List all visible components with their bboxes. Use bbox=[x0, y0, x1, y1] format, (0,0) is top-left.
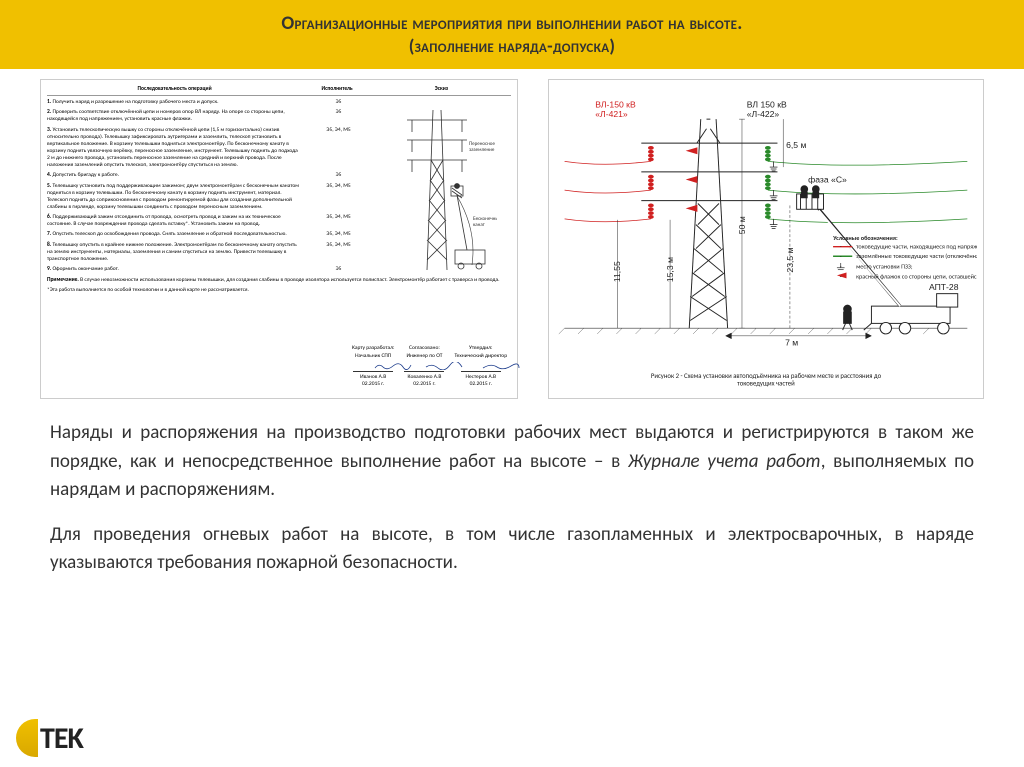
svg-text:-: - bbox=[840, 272, 842, 280]
lbl-d7: 7 м bbox=[785, 337, 798, 347]
svg-text:-: - bbox=[840, 263, 842, 271]
note-label: Примечание. bbox=[47, 277, 79, 283]
header-banner: Организационные мероприятия при выполнен… bbox=[0, 0, 1024, 69]
images-row: Последовательность операций Исполнитель … bbox=[0, 69, 1024, 399]
signature-block: Карту разработал: Начальник СПП Иванов А… bbox=[352, 345, 507, 388]
procedure-doc: Последовательность операций Исполнитель … bbox=[40, 79, 518, 399]
svg-text:-: - bbox=[840, 252, 842, 260]
header-title-1: Организационные мероприятия при выполнен… bbox=[20, 12, 1004, 35]
legend-1: токоведущие части, находящиеся под напря… bbox=[856, 243, 977, 251]
lbl-h65: 6,5 м bbox=[786, 140, 806, 150]
legend-title: Условные обозначения: bbox=[832, 234, 898, 242]
tower-sketch: Переносное заземление Бесконечный канат bbox=[377, 100, 497, 280]
svg-text:-: - bbox=[840, 243, 842, 251]
sig-col-3: Утвердил: Технический директор Нестеров … bbox=[454, 345, 507, 388]
lbl-h235: 23,5 м bbox=[785, 247, 795, 272]
logo-half-circle-icon bbox=[16, 719, 38, 757]
col-header-ops: Последовательность операций bbox=[47, 86, 302, 93]
sig-col-2: Согласовано: Инженер по ОТ Коваленко А.В… bbox=[404, 345, 444, 388]
doc-table-header: Последовательность операций Исполнитель … bbox=[47, 86, 511, 96]
svg-text:«Л-422»: «Л-422» bbox=[747, 109, 780, 119]
lbl-line-red: ВЛ-150 кВ bbox=[595, 100, 636, 110]
paragraph-2: Для проведения огневых работ на высоте, … bbox=[50, 521, 974, 578]
lbl-h1155: 11,55 bbox=[612, 261, 622, 282]
svg-text:заземление: заземление bbox=[469, 147, 495, 153]
col-header-sketch: Эскиз bbox=[372, 86, 511, 93]
clearance-diagram: ВЛ-150 кВ «Л-421» ВЛ 150 кВ «Л-422» фаза… bbox=[548, 79, 984, 399]
footer-logo: TEK bbox=[16, 719, 83, 757]
logo-brand: TEK bbox=[40, 720, 83, 757]
lbl-h153: 15,3 м bbox=[665, 257, 675, 282]
svg-text:токоведущих частей: токоведущих частей bbox=[737, 380, 795, 388]
paragraph-1: Наряды и распоряжения на производство по… bbox=[50, 419, 974, 505]
svg-text:«Л-421»: «Л-421» bbox=[595, 109, 628, 119]
lbl-truck: АПТ-28 bbox=[929, 282, 959, 292]
legend-2: заземлённые токоведущие части (отключённ… bbox=[856, 252, 977, 260]
footnote: *Эта работа выполняется по особой технол… bbox=[47, 287, 511, 294]
legend-4: красный флажок со стороны цепи, оставшей… bbox=[856, 272, 977, 280]
italic-journal: Журнале учета работ bbox=[628, 450, 821, 473]
lbl-line-black: ВЛ 150 кВ bbox=[747, 100, 787, 110]
lbl-phase: фаза «С» bbox=[808, 174, 847, 184]
body-text: Наряды и распоряжения на производство по… bbox=[0, 399, 1024, 578]
sig-col-1: Карту разработал: Начальник СПП Иванов А… bbox=[352, 345, 395, 388]
legend-3: место установки ПЗЗ; bbox=[856, 263, 913, 271]
header-title-2: (заполнение наряда-допуска) bbox=[20, 35, 1004, 57]
svg-text:канат: канат bbox=[473, 222, 485, 228]
lbl-h50: 50 м bbox=[737, 216, 747, 234]
sketch-label-rope: Бесконечный bbox=[473, 215, 497, 222]
col-header-exec: Исполнитель bbox=[302, 86, 372, 93]
